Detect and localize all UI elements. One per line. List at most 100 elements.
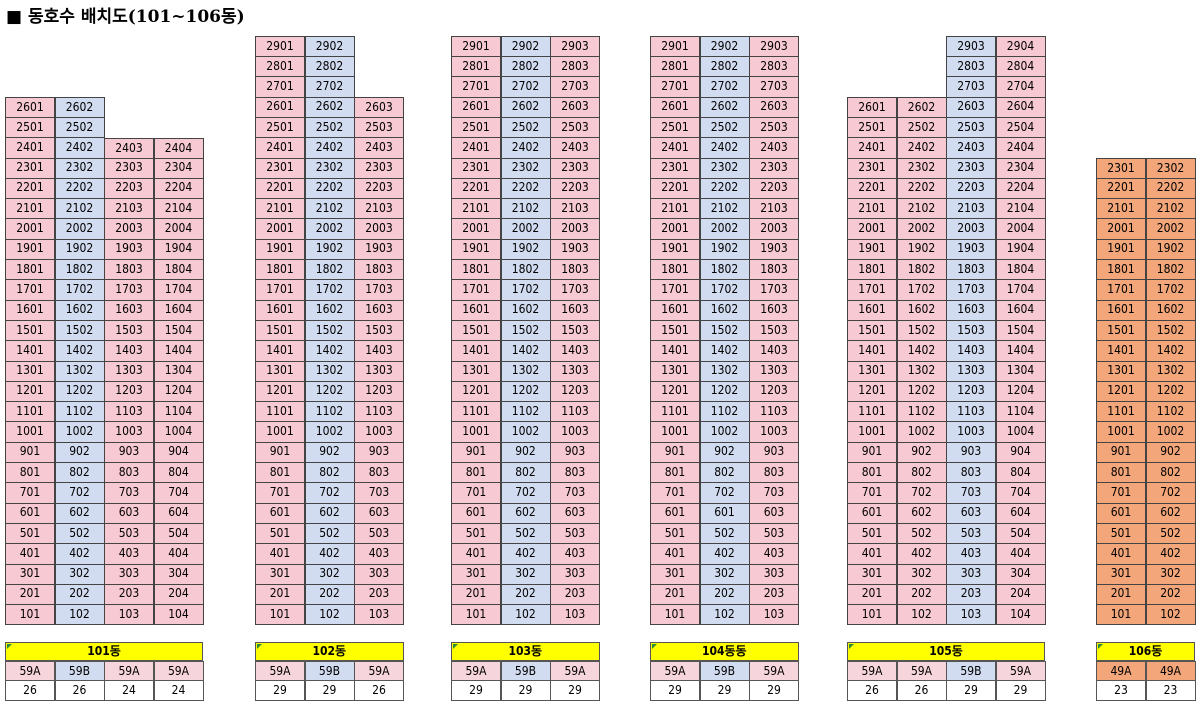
unit-cell: 403 — [749, 543, 799, 565]
unit-cell: 1902 — [304, 239, 355, 261]
unit-cell: 103 — [354, 604, 404, 626]
unit-cell: 2501 — [650, 117, 700, 139]
unit-type-cell: 49A — [1096, 661, 1146, 681]
building-name-label: 106동 — [1096, 642, 1195, 661]
unit-cell: 1701 — [650, 279, 700, 301]
unit-cell: 301 — [847, 564, 897, 585]
unit-cell: 2503 — [946, 117, 996, 139]
unit-cell: 401 — [451, 543, 501, 565]
unit-cell: 2202 — [699, 178, 750, 200]
unit-cell: 2401 — [847, 137, 897, 159]
unit-cell: 1002 — [1145, 422, 1196, 443]
unit-cell: 1402 — [699, 340, 750, 362]
unit-cell: 301 — [5, 564, 55, 585]
unit-cell: 1102 — [500, 401, 551, 423]
unit-cell: 501 — [5, 523, 55, 545]
unit-cell: 2101 — [5, 198, 55, 220]
unit-cell: 2301 — [5, 158, 55, 179]
unit-cell: 801 — [5, 462, 55, 484]
unit-cell: 2902 — [304, 36, 355, 58]
unit-cell: 1904 — [153, 239, 204, 261]
unit-cell: 1801 — [650, 259, 700, 281]
unit-cell: 1601 — [451, 300, 501, 321]
unit-cell: 2103 — [104, 198, 154, 220]
unit-cell: 1303 — [946, 361, 996, 382]
unit-cell: 1603 — [550, 300, 600, 321]
unit-cell: 2601 — [255, 97, 305, 118]
unit-cell: 2801 — [255, 56, 305, 78]
unit-cell: 1201 — [255, 381, 305, 403]
unit-cell: 202 — [54, 584, 105, 606]
unit-cell: 503 — [749, 523, 799, 545]
unit-cell: 1803 — [946, 259, 996, 281]
unit-cell: 1002 — [896, 422, 947, 443]
unit-cell: 601 — [1096, 503, 1146, 524]
unit-cell: 2002 — [500, 219, 551, 240]
unit-type-cell: 59A — [896, 661, 947, 681]
unit-cell: 1402 — [500, 340, 551, 362]
unit-cell: 301 — [650, 564, 700, 585]
unit-cell: 702 — [699, 482, 750, 504]
unit-cell: 402 — [1145, 543, 1196, 565]
unit-cell: 1702 — [500, 279, 551, 301]
unit-cell: 302 — [1145, 564, 1196, 585]
unit-cell: 901 — [847, 442, 897, 464]
unit-cell: 402 — [304, 543, 355, 565]
unit-cell: 703 — [354, 482, 404, 504]
unit-cell: 903 — [354, 442, 404, 464]
unit-cell: 2801 — [650, 56, 700, 78]
unit-cell: 103 — [550, 604, 600, 626]
unit-cell: 2202 — [1145, 178, 1196, 200]
unit-cell: 902 — [500, 442, 551, 464]
unit-type-cell: 49A — [1145, 661, 1196, 681]
unit-cell: 1003 — [354, 422, 404, 443]
unit-cell: 1202 — [896, 381, 947, 403]
unit-cell: 2601 — [847, 97, 897, 118]
unit-cell: 1901 — [847, 239, 897, 261]
unit-cell: 2202 — [896, 178, 947, 200]
unit-cell: 2501 — [5, 117, 55, 139]
unit-cell: 601 — [847, 503, 897, 524]
unit-cell: 2002 — [896, 219, 947, 240]
unit-cell: 1203 — [550, 381, 600, 403]
unit-cell: 2701 — [650, 76, 700, 98]
unit-cell: 201 — [255, 584, 305, 606]
unit-cell: 501 — [1096, 523, 1146, 545]
unit-cell: 702 — [500, 482, 551, 504]
unit-cell: 2301 — [650, 158, 700, 179]
building-name-text: 106동 — [1128, 644, 1163, 658]
unit-cell: 2604 — [995, 97, 1046, 118]
unit-cell: 2501 — [847, 117, 897, 139]
unit-cell: 2302 — [500, 158, 551, 179]
unit-cell: 201 — [1096, 584, 1146, 606]
unit-cell: 1901 — [5, 239, 55, 261]
unit-cell: 1503 — [749, 320, 799, 342]
unit-type-cell: 59B — [500, 661, 551, 681]
corner-marker-icon — [7, 644, 12, 649]
unit-cell: 2003 — [550, 219, 600, 240]
unit-cell: 1002 — [500, 422, 551, 443]
unit-cell: 1703 — [946, 279, 996, 301]
unit-cell: 2301 — [255, 158, 305, 179]
unit-cell: 602 — [500, 503, 551, 524]
unit-cell: 2703 — [946, 76, 996, 98]
unit-cell: 1803 — [749, 259, 799, 281]
unit-cell: 502 — [1145, 523, 1196, 545]
unit-cell: 1001 — [451, 422, 501, 443]
unit-cell: 1901 — [255, 239, 305, 261]
floor-count-cell: 29 — [946, 681, 996, 701]
unit-cell: 702 — [896, 482, 947, 504]
unit-cell: 301 — [255, 564, 305, 585]
unit-cell: 2403 — [104, 137, 154, 159]
unit-cell: 1001 — [847, 422, 897, 443]
unit-cell: 1001 — [1096, 422, 1146, 443]
unit-cell: 1801 — [255, 259, 305, 281]
unit-cell: 103 — [104, 604, 154, 626]
unit-cell: 2803 — [749, 56, 799, 78]
unit-cell: 1803 — [104, 259, 154, 281]
unit-cell: 602 — [54, 503, 105, 524]
unit-cell: 302 — [304, 564, 355, 585]
unit-cell: 402 — [699, 543, 750, 565]
unit-cell: 1401 — [1096, 340, 1146, 362]
unit-cell: 802 — [500, 462, 551, 484]
